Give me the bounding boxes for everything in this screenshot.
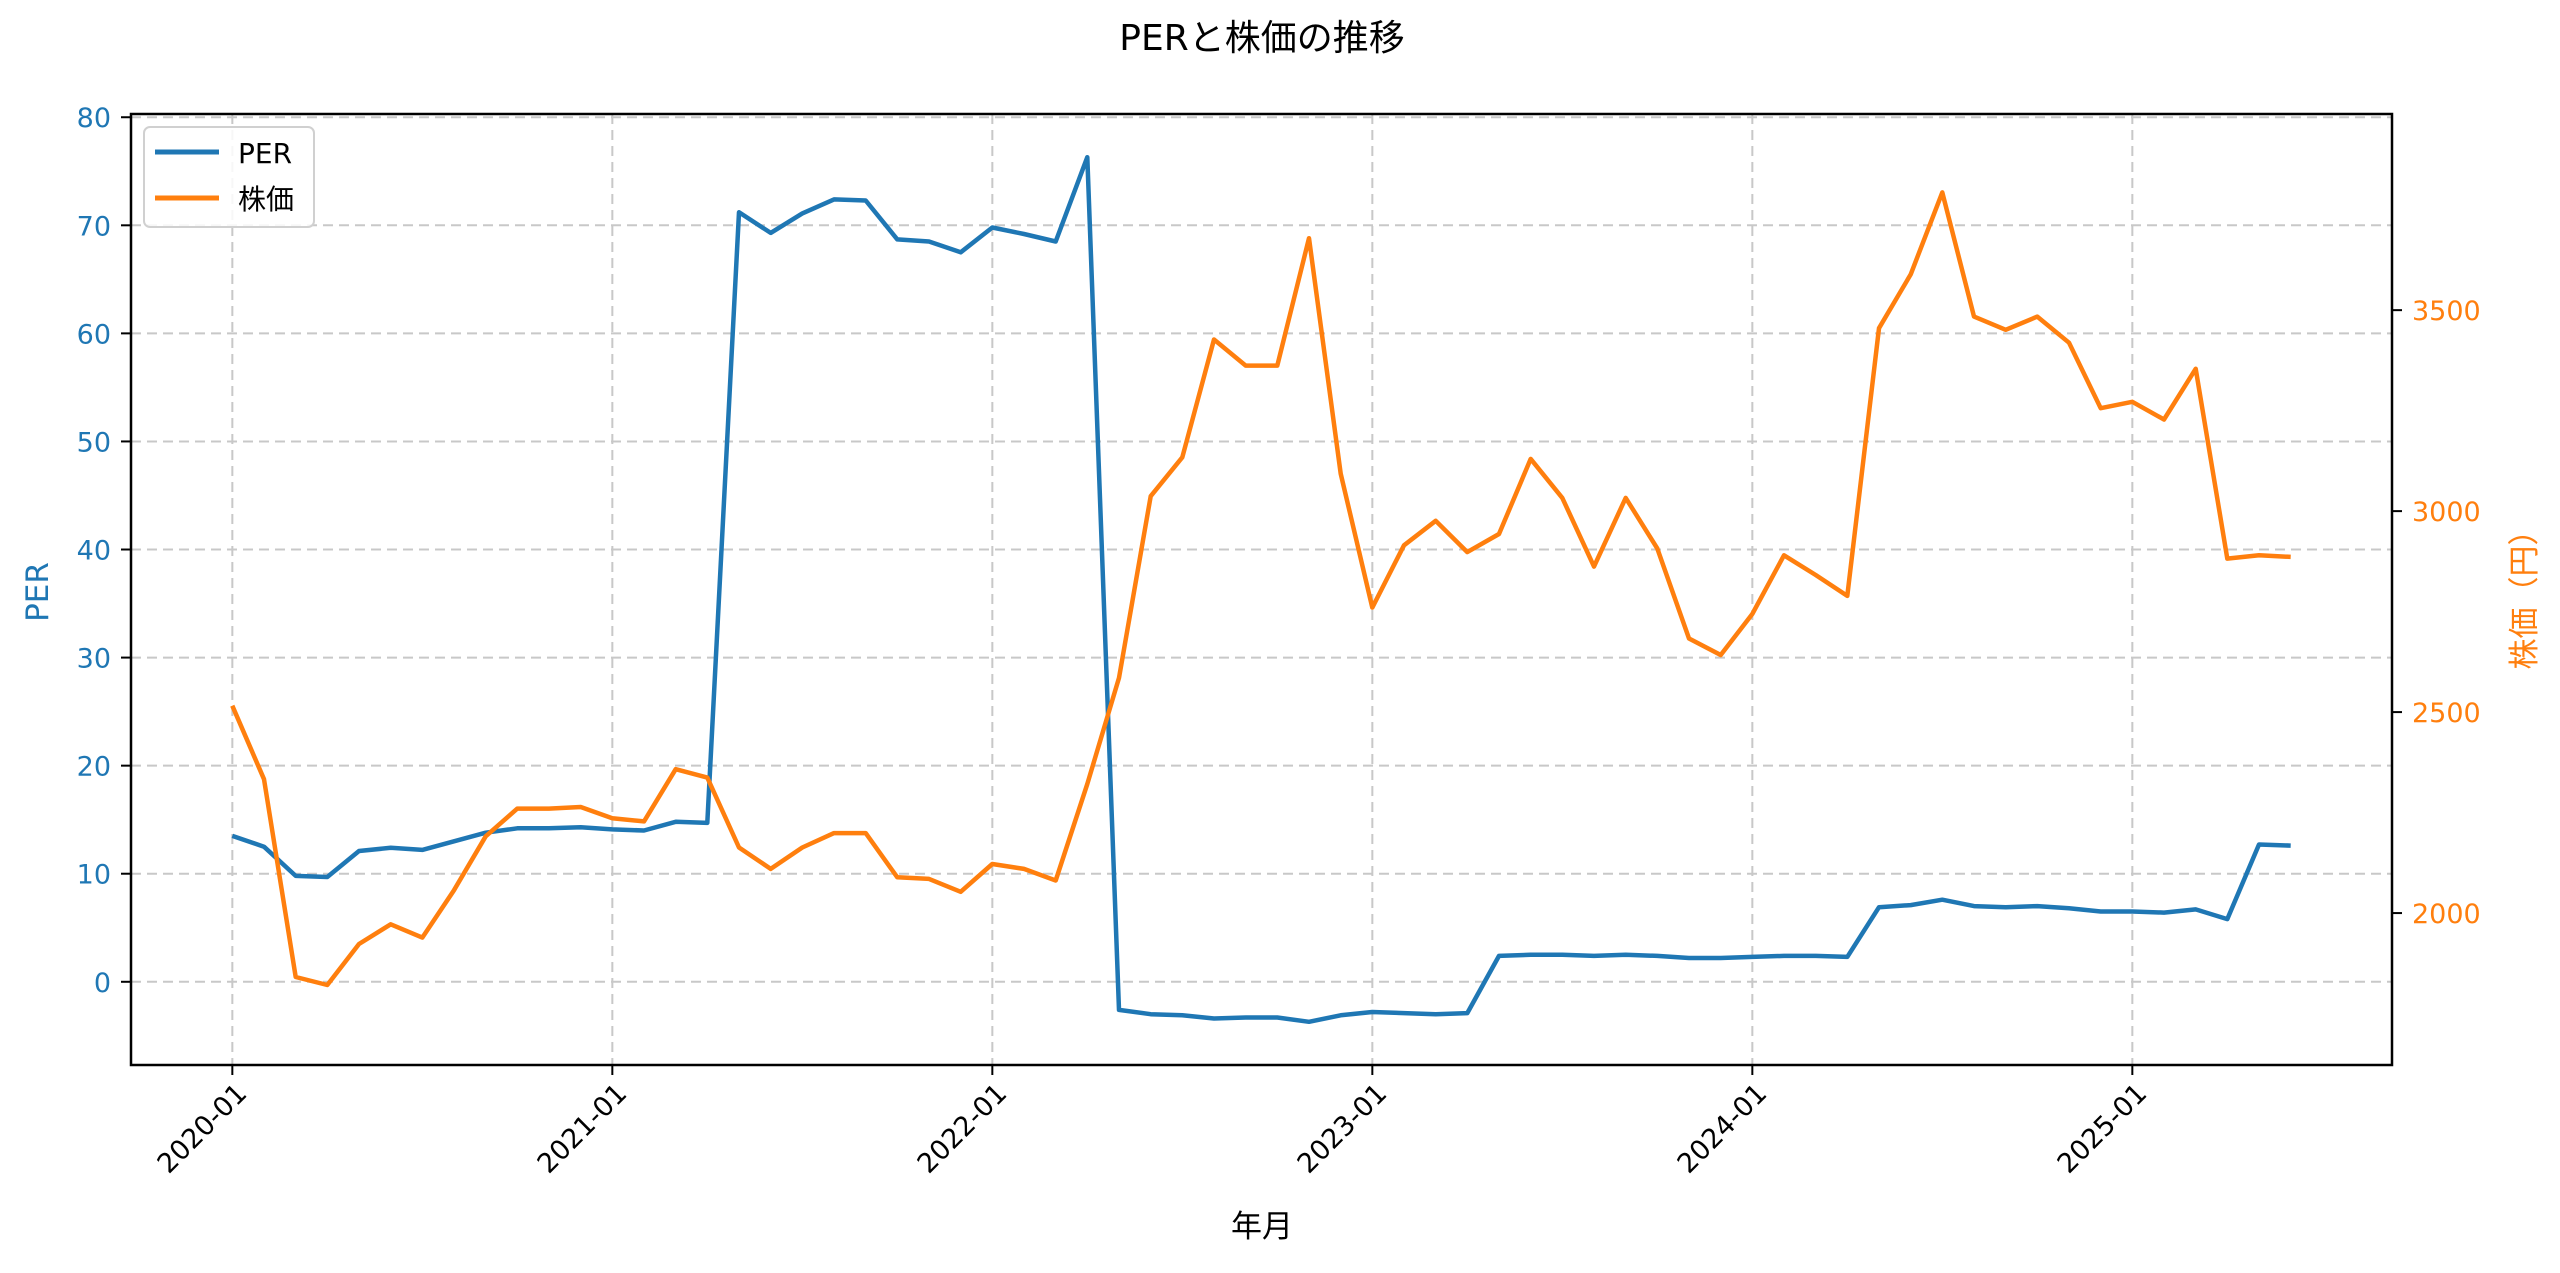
x-tick-label: 2020-01 xyxy=(152,1078,254,1180)
y-right-tick-label: 2500 xyxy=(2412,698,2481,729)
y-axis-left-label: PER xyxy=(20,562,56,622)
per-line xyxy=(231,154,2291,1025)
y-left-tick-label: 80 xyxy=(77,103,111,134)
plot-frame xyxy=(129,112,2394,1067)
x-axis: 2020-01 2021-01 2022-01 2023-01 2024-01 2025-… xyxy=(152,1065,2154,1180)
x-tick-label: 2021-01 xyxy=(532,1078,634,1180)
y-axis-right-label: 株価（円） xyxy=(2507,515,2543,670)
x-tick-label: 2023-01 xyxy=(1292,1078,1394,1180)
y-axis-right: 2000 2500 3000 3500 xyxy=(2392,296,2481,930)
legend-per-label: PER xyxy=(238,137,292,170)
x-tick-label: 2022-01 xyxy=(912,1078,1014,1180)
legend-price-label: 株価 xyxy=(238,183,294,216)
grid-lines xyxy=(131,114,2392,1065)
y-axis-left: 0 10 20 30 40 50 60 70 80 xyxy=(77,103,131,999)
legend: PER 株価 xyxy=(143,126,315,228)
y-left-tick-label: 0 xyxy=(94,968,111,999)
y-left-tick-label: 50 xyxy=(77,427,111,458)
chart-title: PERと株価の推移 xyxy=(1119,18,1404,59)
y-left-tick-label: 60 xyxy=(77,319,111,350)
plot-series xyxy=(230,154,2291,1025)
y-left-tick-label: 20 xyxy=(77,752,111,783)
y-right-tick-label: 3000 xyxy=(2412,497,2481,528)
x-tick-label: 2025-01 xyxy=(2052,1078,2154,1180)
x-axis-label: 年月 xyxy=(1231,1209,1293,1245)
y-left-tick-label: 70 xyxy=(77,211,111,242)
y-left-tick-label: 40 xyxy=(77,536,111,567)
y-left-tick-label: 10 xyxy=(77,860,111,891)
y-left-tick-label: 30 xyxy=(77,644,111,675)
x-tick-label: 2024-01 xyxy=(1672,1078,1774,1180)
y-right-tick-label: 2000 xyxy=(2412,899,2481,930)
y-right-tick-label: 3500 xyxy=(2412,296,2481,327)
price-line xyxy=(230,190,2291,988)
